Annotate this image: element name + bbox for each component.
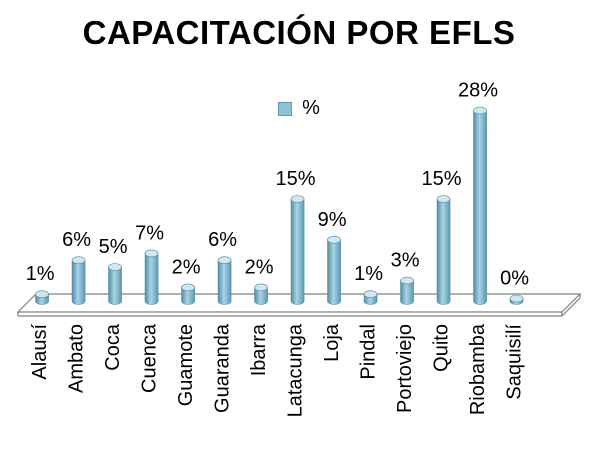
data-label: 3% (391, 250, 420, 272)
category-label: Saquisilí (504, 324, 526, 400)
data-label: 15% (276, 168, 316, 190)
bar-body (254, 287, 268, 305)
bar (217, 256, 232, 305)
bar-top (181, 283, 195, 292)
category-label: Cuenca (139, 323, 161, 393)
bar-top (509, 294, 524, 303)
chart-title: CAPACITACIÓN POR EFLS (82, 14, 516, 51)
category-label: Guamote (175, 324, 197, 406)
bar (108, 263, 122, 305)
bar (363, 290, 378, 305)
bar (254, 283, 268, 305)
bar-body (400, 280, 414, 305)
category-label: Riobamba (467, 323, 489, 415)
bar (290, 195, 305, 305)
bar (35, 290, 49, 305)
bar (144, 249, 159, 305)
category-label: Coca (102, 323, 124, 371)
bar-top (290, 195, 305, 203)
bar (509, 294, 524, 305)
bar-top (217, 256, 232, 265)
data-label: 15% (422, 168, 462, 190)
category-label: Portoviejo (394, 324, 416, 413)
data-label: 0% (500, 268, 529, 290)
bar-top (71, 256, 86, 265)
data-label: 7% (135, 222, 164, 244)
category-label: Ibarra (248, 323, 270, 376)
bar (71, 256, 86, 305)
bar-top (35, 290, 49, 299)
bar-top (436, 195, 451, 203)
bar-top (327, 236, 341, 244)
legend-swatch (278, 101, 293, 116)
category-label: Guaranda (212, 323, 234, 413)
bar-top (144, 249, 159, 258)
legend-label: % (302, 97, 320, 119)
category-label: Pindal (358, 324, 380, 380)
data-label: 6% (62, 229, 91, 251)
bar (436, 195, 451, 305)
bar-body (436, 198, 451, 305)
category-label: Ambato (66, 324, 88, 393)
bar-body (144, 253, 159, 305)
bar-top (108, 263, 122, 271)
floor-edge-side (561, 297, 581, 317)
bar-body (327, 239, 341, 305)
data-label: 9% (318, 209, 347, 231)
data-label: 2% (172, 256, 201, 278)
data-label: 1% (354, 263, 383, 285)
bar-body (217, 259, 232, 305)
data-label: 6% (208, 229, 237, 251)
data-label: 2% (245, 256, 274, 278)
bar-body (181, 287, 195, 305)
bar-body (71, 259, 86, 305)
bar (400, 276, 414, 305)
data-label: 28% (458, 80, 498, 102)
category-label: Loja (321, 323, 343, 362)
bar (473, 106, 487, 305)
bar-body (290, 198, 305, 305)
category-label: Alausí (29, 324, 51, 380)
bar-top (473, 106, 487, 115)
legend: % (0, 97, 598, 120)
data-label: 5% (99, 236, 128, 258)
category-label: Latacunga (285, 323, 307, 417)
data-label: 1% (26, 263, 55, 285)
bar (181, 283, 195, 305)
category-label: Quito (431, 324, 453, 372)
bar-top (400, 276, 414, 285)
bar-body (108, 266, 122, 305)
bar-top (363, 290, 378, 299)
bar (327, 236, 341, 305)
bar-body (473, 110, 487, 305)
bar-top (254, 283, 268, 292)
